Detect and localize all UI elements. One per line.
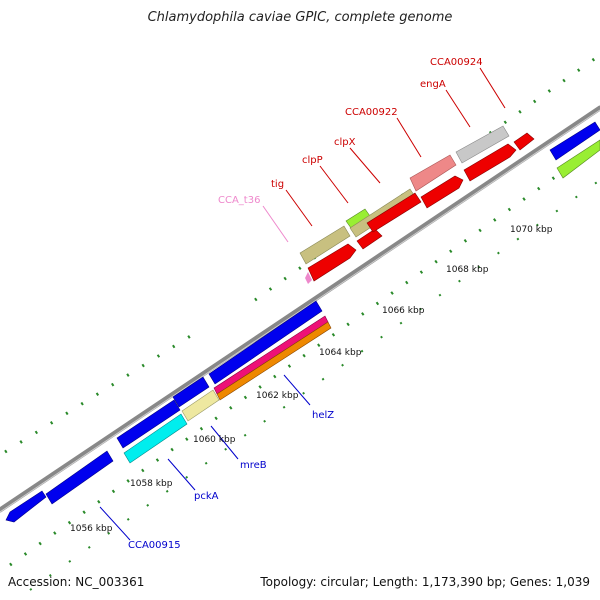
clpp-callout (319, 165, 349, 204)
cca00922-callout (396, 117, 422, 158)
gene-cca00922-block (409, 154, 457, 192)
enga-callout (445, 89, 471, 128)
kbp-label: 1060 kbp (193, 435, 236, 445)
kbp-label: 1058 kbp (130, 479, 173, 489)
gene-label: mreB (240, 460, 267, 471)
gene-label: pckA (194, 491, 219, 502)
innermost-tick-ring (29, 179, 600, 591)
gene-cca-t36-block (305, 272, 312, 284)
kbp-label: 1056 kbp (70, 524, 113, 534)
gene-label: helZ (312, 410, 334, 421)
genome-backbone-highlight (0, 109, 600, 513)
gene-label: clpP (302, 155, 323, 166)
gene-blue-block (45, 450, 114, 505)
cca00915-callout (99, 506, 131, 541)
gene-mreb-block (181, 389, 220, 422)
gene-green-block-right (556, 139, 600, 179)
minus-strand-genes (5, 121, 600, 523)
gene-blue-block-right (549, 121, 600, 161)
gene-label: tig (271, 179, 284, 190)
gene-enga-block (455, 125, 510, 164)
genome-summary-text: Topology: circular; Length: 1,173,390 bp… (260, 575, 590, 589)
gene-label: CCA00922 (345, 107, 398, 118)
pcka-callout (167, 458, 196, 491)
mreb-callout (210, 425, 239, 460)
gene-red-block (366, 192, 422, 233)
gene-label: CCA00924 (430, 57, 483, 68)
gene-pcka-block (123, 413, 188, 464)
tig-callout (285, 189, 313, 227)
gene-blue-block (172, 376, 210, 408)
gene-red-block (356, 228, 383, 250)
kbp-label: 1068 kbp (446, 265, 489, 275)
kbp-label: 1062 kbp (256, 391, 299, 401)
clpx-callout (349, 147, 381, 184)
gene-red-block (420, 175, 464, 209)
gene-label: engA (420, 79, 446, 90)
accession-text: Accession: NC_003361 (8, 575, 145, 589)
gene-label: CCA_t36 (218, 195, 260, 206)
kbp-label: 1066 kbp (382, 306, 425, 316)
cca00924-callout (479, 67, 506, 109)
gene-callouts (99, 67, 506, 541)
gene-tig-block (299, 225, 351, 265)
gene-label: CCA00915 (128, 540, 181, 551)
genome-backbone (0, 105, 600, 513)
gene-red-block (307, 243, 357, 282)
gene-cca00924-block (513, 132, 535, 151)
gene-blue-block (208, 300, 323, 385)
gene-label: clpX (334, 137, 356, 148)
inner-tick-ring (9, 143, 600, 567)
gene-cca00915-block (5, 490, 47, 523)
gene-red-block (463, 143, 517, 182)
map-title: Chlamydophila caviae GPIC, complete geno… (147, 10, 453, 25)
gene-blue-block (116, 399, 181, 449)
gene-labels: CCA00915 pckA mreB helZ CCA_t36 tig clpP… (128, 57, 483, 551)
helz-callout (283, 374, 311, 406)
plus-strand-genes (299, 125, 535, 284)
kbp-label: 1070 kbp (510, 225, 553, 235)
gene-helz-block (216, 321, 332, 401)
cca-t36-callout (262, 205, 289, 243)
kbp-labels: 1056 kbp 1058 kbp 1060 kbp 1062 kbp 1064… (70, 225, 553, 534)
kbp-label: 1064 kbp (319, 348, 362, 358)
